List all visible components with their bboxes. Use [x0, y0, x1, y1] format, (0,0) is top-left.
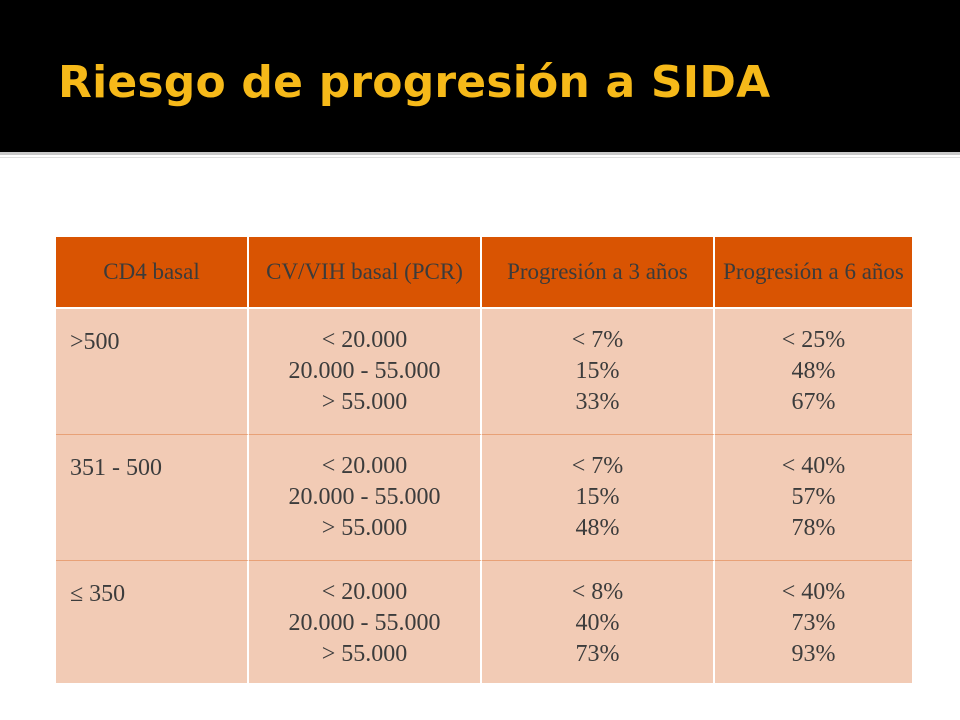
cv-value: 20.000 - 55.000	[288, 610, 441, 636]
cv-value: < 20.000	[321, 579, 408, 605]
header-progresion-3-anos: Progresión a 3 años	[482, 237, 715, 309]
progresion-6-value: 48%	[791, 358, 836, 384]
title-divider	[0, 152, 960, 155]
progresion-3-value: 73%	[575, 641, 620, 667]
slide-title: Riesgo de progresión a SIDA	[58, 57, 771, 108]
progresion-6-value: 73%	[791, 610, 836, 636]
progresion-6-value: 67%	[791, 389, 836, 415]
cell-cv: < 20.000 20.000 - 55.000 > 55.000	[249, 309, 482, 435]
progresion-3-value: 15%	[575, 358, 620, 384]
cell-cd4: >500	[56, 309, 249, 435]
progresion-6-value: < 40%	[781, 453, 846, 479]
progresion-6-value: < 40%	[781, 579, 846, 605]
progresion-3-value: < 7%	[571, 327, 624, 353]
header-progresion-6-anos: Progresión a 6 años	[715, 237, 912, 309]
cd4-value: 351 - 500	[70, 455, 162, 481]
cell-cv: < 20.000 20.000 - 55.000 > 55.000	[249, 435, 482, 561]
cv-value: > 55.000	[321, 641, 408, 667]
progresion-6-value: 78%	[791, 515, 836, 541]
table-header-row: CD4 basal CV/VIH basal (PCR) Progresión …	[56, 237, 912, 309]
progresion-6-value: 93%	[791, 641, 836, 667]
cv-value: > 55.000	[321, 389, 408, 415]
cv-value: 20.000 - 55.000	[288, 358, 441, 384]
cell-progresion-6: < 40% 57% 78%	[715, 435, 912, 561]
cv-value: < 20.000	[321, 327, 408, 353]
table-row: >500 < 20.000 20.000 - 55.000 > 55.000 <…	[56, 309, 912, 435]
progresion-3-value: < 8%	[571, 579, 624, 605]
cv-value: < 20.000	[321, 453, 408, 479]
header-cd4-basal: CD4 basal	[56, 237, 249, 309]
cd4-value: ≤ 350	[70, 581, 126, 607]
cell-progresion-3: < 8% 40% 73%	[482, 561, 715, 683]
cell-progresion-3: < 7% 15% 48%	[482, 435, 715, 561]
cell-cd4: ≤ 350	[56, 561, 249, 683]
cell-cd4: 351 - 500	[56, 435, 249, 561]
progresion-3-value: 15%	[575, 484, 620, 510]
title-bar: Riesgo de progresión a SIDA	[0, 0, 960, 152]
title-divider-thin	[0, 157, 960, 158]
progresion-6-value: < 25%	[781, 327, 846, 353]
progression-risk-table: CD4 basal CV/VIH basal (PCR) Progresión …	[56, 237, 912, 683]
cell-cv: < 20.000 20.000 - 55.000 > 55.000	[249, 561, 482, 683]
cell-progresion-6: < 25% 48% 67%	[715, 309, 912, 435]
header-cv-vih-basal: CV/VIH basal (PCR)	[249, 237, 482, 309]
cv-value: 20.000 - 55.000	[288, 484, 441, 510]
progresion-3-value: 40%	[575, 610, 620, 636]
progresion-3-value: < 7%	[571, 453, 624, 479]
cd4-value: >500	[70, 329, 120, 355]
cell-progresion-6: < 40% 73% 93%	[715, 561, 912, 683]
table-row: ≤ 350 < 20.000 20.000 - 55.000 > 55.000 …	[56, 561, 912, 683]
cell-progresion-3: < 7% 15% 33%	[482, 309, 715, 435]
cv-value: > 55.000	[321, 515, 408, 541]
progresion-6-value: 57%	[791, 484, 836, 510]
progresion-3-value: 33%	[575, 389, 620, 415]
progresion-3-value: 48%	[575, 515, 620, 541]
table-row: 351 - 500 < 20.000 20.000 - 55.000 > 55.…	[56, 435, 912, 561]
